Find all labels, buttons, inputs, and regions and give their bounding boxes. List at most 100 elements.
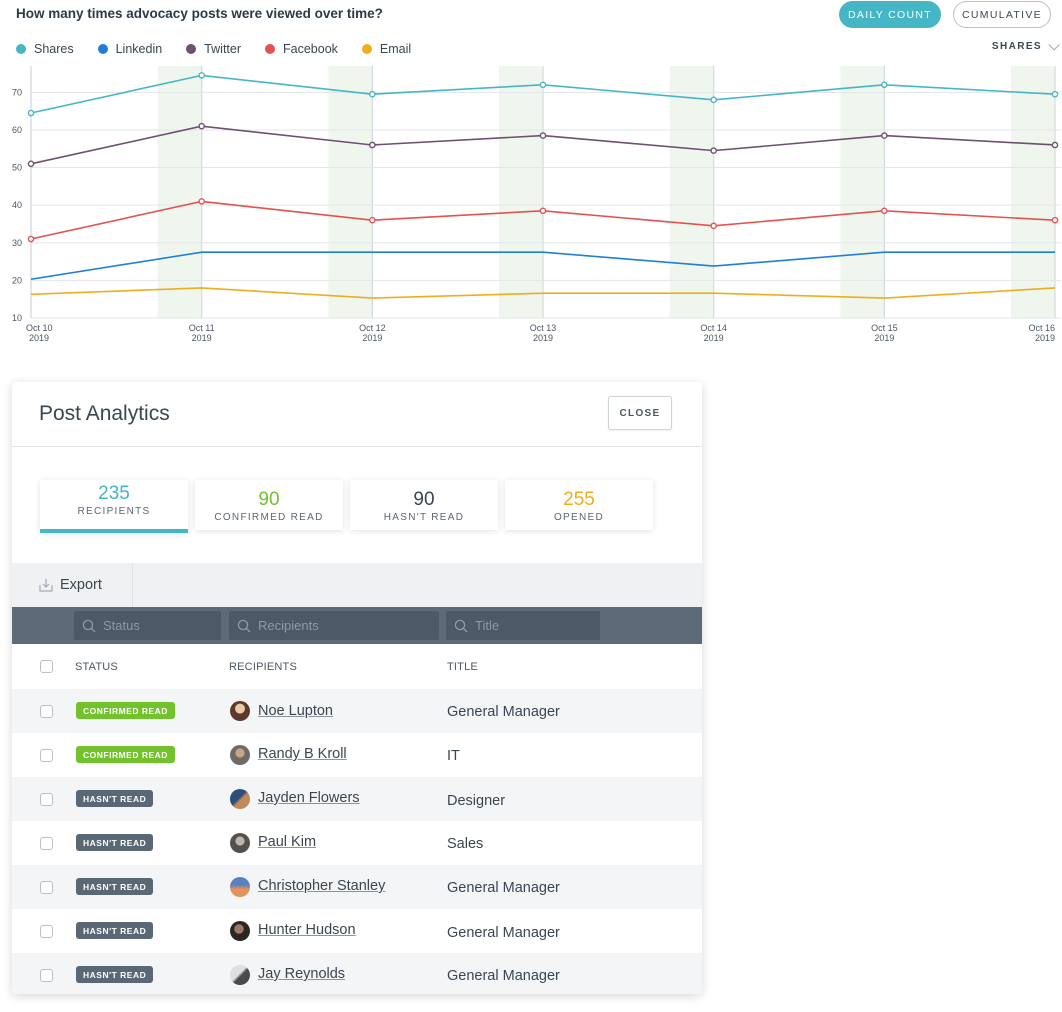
- table-row[interactable]: HASN'T READ Jay Reynolds General Manager: [12, 953, 702, 994]
- title-filter-input[interactable]: Title: [446, 611, 600, 640]
- table-row[interactable]: CONFIRMED READ Randy B Kroll IT: [12, 733, 702, 777]
- x-tick-label: 2019: [874, 333, 894, 343]
- row-checkbox[interactable]: [40, 925, 53, 938]
- table-row[interactable]: HASN'T READ Jayden Flowers Designer: [12, 777, 702, 821]
- x-tick-label: Oct 16: [1028, 323, 1055, 333]
- y-tick-label: 60: [12, 125, 22, 135]
- day-band: [328, 66, 373, 318]
- status-filter-input[interactable]: Status: [74, 611, 221, 640]
- stat-label: HASN'T READ: [383, 512, 465, 523]
- row-checkbox[interactable]: [40, 881, 53, 894]
- x-tick-label: Oct 13: [530, 323, 557, 333]
- recipient-link[interactable]: Randy B Kroll: [258, 746, 347, 762]
- export-button[interactable]: Export: [12, 563, 133, 607]
- data-point-shares: [198, 72, 205, 79]
- y-tick-label: 70: [12, 87, 22, 97]
- data-point-twitter: [198, 122, 205, 130]
- legend-dot-icon: [16, 44, 26, 54]
- day-band: [669, 66, 714, 318]
- series-line-email: [30, 287, 1056, 299]
- status-badge: HASN'T READ: [76, 878, 154, 895]
- column-header-recipients[interactable]: RECIPIENTS: [229, 660, 298, 673]
- status-badge: CONFIRMED READ: [76, 746, 175, 763]
- data-point-facebook: [369, 216, 376, 224]
- recipient-link[interactable]: Jay Reynolds: [258, 966, 346, 982]
- stat-value: 90: [413, 489, 435, 510]
- panel-title: Post Analytics: [39, 402, 170, 425]
- legend-label: Email: [379, 42, 412, 56]
- avatar: [230, 789, 250, 809]
- stat-confirmed-read[interactable]: 90 CONFIRMED READ: [195, 480, 343, 530]
- export-label: Export: [60, 577, 102, 593]
- table-header: STATUS RECIPIENTS TITLE: [12, 644, 702, 689]
- status-badge: HASN'T READ: [76, 922, 154, 939]
- table-row[interactable]: CONFIRMED READ Noe Lupton General Manage…: [12, 689, 702, 733]
- legend-dot-icon: [97, 44, 108, 54]
- x-tick-label: Oct 12: [359, 323, 386, 333]
- row-checkbox[interactable]: [40, 749, 53, 762]
- y-tick-label: 10: [12, 313, 22, 323]
- legend-item-linkedin[interactable]: Linkedin: [97, 42, 163, 56]
- legend-item-email[interactable]: Email: [361, 42, 412, 56]
- legend-dot-icon: [186, 44, 197, 54]
- legend-item-facebook[interactable]: Facebook: [265, 42, 338, 56]
- legend-item-shares[interactable]: Shares: [16, 42, 74, 56]
- chart-legend: Shares Linkedin Twitter Facebook Email: [16, 42, 435, 56]
- data-point-twitter: [1051, 141, 1059, 149]
- x-tick-label: Oct 11: [189, 323, 215, 333]
- stat-hasnt-read[interactable]: 90 HASN'T READ: [350, 480, 498, 530]
- stat-recipients[interactable]: 235 RECIPIENTS: [40, 480, 188, 533]
- row-checkbox[interactable]: [40, 969, 53, 982]
- x-tick-label: Oct 10: [26, 323, 53, 333]
- recipient-link[interactable]: Paul Kim: [258, 834, 317, 850]
- stat-value: 90: [258, 489, 280, 510]
- y-tick-label: 20: [12, 275, 22, 285]
- row-checkbox[interactable]: [40, 793, 53, 806]
- row-checkbox[interactable]: [40, 837, 53, 850]
- cumulative-button[interactable]: CUMULATIVE: [953, 1, 1051, 28]
- x-tick-label: 2019: [704, 333, 724, 343]
- avatar: [230, 745, 250, 765]
- stat-value: 255: [563, 489, 595, 510]
- recipients-filter-input[interactable]: Recipients: [229, 611, 439, 640]
- avatar: [230, 833, 250, 853]
- stat-label: RECIPIENTS: [77, 506, 151, 517]
- column-header-status[interactable]: STATUS: [75, 660, 118, 673]
- status-badge: HASN'T READ: [76, 966, 154, 983]
- recipient-link[interactable]: Jayden Flowers: [258, 790, 360, 806]
- search-icon: [82, 619, 96, 632]
- table-row[interactable]: HASN'T READ Paul Kim Sales: [12, 821, 702, 865]
- title-cell: Designer: [447, 793, 506, 809]
- close-button[interactable]: CLOSE: [608, 396, 672, 430]
- filter-bar: Status Recipients Title: [12, 607, 702, 644]
- table-row[interactable]: HASN'T READ Christopher Stanley General …: [12, 865, 702, 909]
- series-line-linkedin: [30, 251, 1055, 281]
- data-point-twitter: [710, 147, 717, 154]
- row-checkbox[interactable]: [40, 705, 53, 718]
- search-icon: [237, 619, 251, 632]
- recipient-link[interactable]: Christopher Stanley: [258, 878, 386, 894]
- status-filter-placeholder: Status: [103, 618, 140, 633]
- x-tick-label: 2019: [533, 333, 553, 343]
- title-cell: Sales: [447, 836, 484, 852]
- daily-count-button[interactable]: DAILY COUNT: [839, 1, 941, 28]
- stat-label: CONFIRMED READ: [214, 512, 324, 523]
- legend-label: Linkedin: [115, 42, 163, 56]
- data-point-twitter: [27, 160, 35, 168]
- recipient-link[interactable]: Hunter Hudson: [258, 922, 356, 938]
- y-tick-label: 30: [12, 238, 22, 248]
- column-header-title[interactable]: TITLE: [447, 660, 478, 673]
- recipient-link[interactable]: Noe Lupton: [258, 703, 333, 719]
- y-tick-label: 50: [12, 163, 22, 173]
- chevron-down-icon: [1048, 38, 1060, 51]
- table-row[interactable]: HASN'T READ Hunter Hudson General Manage…: [12, 909, 702, 953]
- stat-opened[interactable]: 255 OPENED: [505, 480, 653, 530]
- data-point-twitter: [369, 141, 376, 149]
- chart-title: How many times advocacy posts were viewe…: [16, 6, 383, 21]
- legend-item-twitter[interactable]: Twitter: [186, 42, 241, 56]
- metric-select[interactable]: SHARES: [992, 38, 1060, 52]
- stat-label: OPENED: [553, 512, 605, 523]
- select-all-checkbox[interactable]: [40, 660, 53, 673]
- panel-header: Post Analytics CLOSE: [12, 382, 702, 447]
